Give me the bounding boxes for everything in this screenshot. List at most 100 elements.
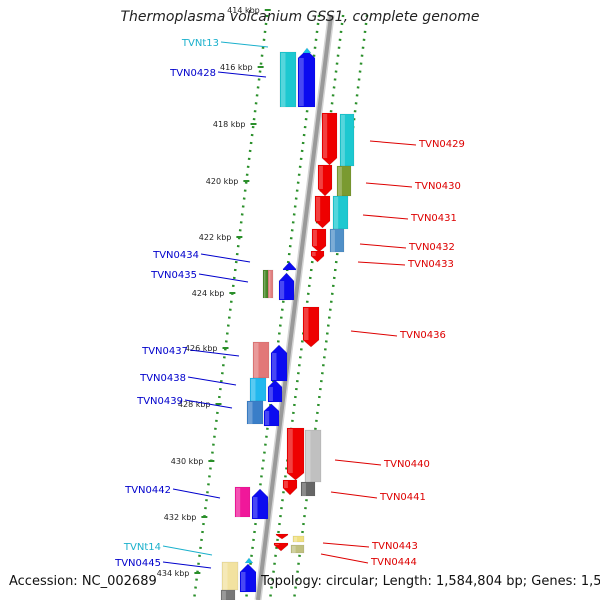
gene-block-cream-highlight bbox=[223, 563, 228, 590]
gene-tvn0439-label: TVN0439 bbox=[136, 396, 183, 407]
gene-tvn0437-leader bbox=[189, 349, 240, 357]
gene-block-silver bbox=[304, 429, 322, 483]
gene-arrow-red-small bbox=[282, 479, 298, 496]
gene-arrow-blue-highlight bbox=[269, 387, 273, 401]
gene-block-steel bbox=[329, 228, 345, 253]
gene-arrow-blue bbox=[278, 272, 295, 301]
genome-title: Thermoplasma volcanium GSS1, complete ge… bbox=[120, 9, 480, 25]
gene-block-cyan bbox=[279, 51, 297, 108]
gene-block-pink-highlight bbox=[269, 271, 271, 298]
gene-block-dark-highlight bbox=[302, 483, 306, 496]
kbp-tick-label: 414 kbp bbox=[227, 6, 260, 15]
gene-arrow-red-small-highlight bbox=[312, 252, 316, 256]
gene-arrow-blue bbox=[239, 563, 257, 593]
gene-arrow-red bbox=[286, 427, 305, 481]
gene-arrow-blue-highlight bbox=[253, 497, 258, 518]
gene-tvn0437-label: TVN0437 bbox=[141, 346, 188, 357]
gene-block-sky bbox=[249, 377, 267, 402]
gene-tvn0444-label: TVN0444 bbox=[370, 557, 417, 568]
gene-arrow-red-tiny-highlight bbox=[275, 544, 279, 545]
gene-arrow-blue-highlight bbox=[241, 572, 246, 591]
gene-tvn0435-label: TVN0435 bbox=[150, 270, 197, 281]
label-leader-lines bbox=[162, 41, 417, 569]
gene-arrow-blue-highlight bbox=[280, 281, 285, 299]
genome-backbone bbox=[254, 14, 335, 601]
gene-block-sky-highlight bbox=[251, 379, 256, 401]
gene-arrow-red bbox=[317, 164, 333, 197]
kbp-tick-label: 416 kbp bbox=[220, 63, 253, 72]
gene-block-salmon-highlight bbox=[254, 343, 259, 378]
gene-arrow-blue bbox=[251, 488, 269, 520]
gene-tvn0440-leader bbox=[334, 459, 382, 466]
kbp-ticks: 414 kbp 416 kbp 418 kbp 420 kbp 422 kbp 424 k… bbox=[157, 6, 271, 578]
gene-block-magenta bbox=[234, 486, 251, 518]
topology-text: Topology: circular; Length: 1,584,804 bp… bbox=[261, 574, 600, 589]
gene-tvn0445-leader bbox=[162, 561, 212, 569]
gene-arrow-red-highlight bbox=[316, 197, 321, 221]
gene-block-khaki-highlight bbox=[292, 546, 296, 553]
gene-block-khaki bbox=[290, 544, 305, 554]
gene-tvn0442-leader bbox=[172, 488, 221, 499]
accession-text: Accession: NC_002689 bbox=[9, 574, 157, 589]
gene-arrow-blue bbox=[267, 379, 283, 403]
gene-tvn0431-label: TVN0431 bbox=[410, 213, 457, 224]
gene-block-cyan-highlight bbox=[281, 53, 286, 107]
gene-arrow-blue-highlight bbox=[272, 353, 277, 380]
gene-block-green-highlight bbox=[264, 271, 266, 298]
kbp-tick-label: 420 kbp bbox=[206, 177, 239, 186]
gene-arrow-blue-small bbox=[282, 261, 297, 271]
gene-arrow-red bbox=[311, 228, 327, 253]
gene-features bbox=[220, 47, 355, 601]
kbp-tick-label: 430 kbp bbox=[171, 457, 204, 466]
gene-arrow-red bbox=[321, 112, 338, 166]
gene-tvn0443-leader bbox=[322, 542, 370, 548]
gene-tvnt13-label: TVNt13 bbox=[181, 38, 219, 49]
gene-tvn0445-label: TVN0445 bbox=[114, 558, 161, 569]
gene-block-steel-highlight bbox=[331, 230, 335, 252]
kbp-tick-label: 428 kbp bbox=[178, 400, 211, 409]
gene-tvn0433-leader bbox=[357, 261, 406, 266]
gene-tvn0441-label: TVN0441 bbox=[379, 492, 426, 503]
gene-block-salmon bbox=[252, 341, 270, 379]
gene-tvnt14-leader bbox=[162, 545, 213, 556]
gene-block-green bbox=[262, 269, 269, 299]
gene-block-cyan bbox=[332, 195, 349, 230]
gene-tvn0431-leader bbox=[362, 214, 409, 220]
gene-tvn0436-leader bbox=[350, 330, 398, 337]
gene-block-olive bbox=[336, 165, 352, 197]
gene-block-silver-highlight bbox=[306, 431, 311, 482]
gene-block-cream bbox=[221, 561, 239, 591]
gene-block-cyan bbox=[339, 113, 355, 167]
kbp-tick-label: 426 kbp bbox=[185, 344, 218, 353]
gene-arrow-red-small-highlight bbox=[284, 481, 288, 488]
gene-arrow-blue-highlight bbox=[265, 411, 270, 425]
kbp-tick-label: 422 kbp bbox=[199, 233, 232, 242]
gene-tvn0430-leader bbox=[365, 182, 413, 188]
gene-arrow-red-highlight bbox=[288, 429, 293, 473]
gene-rna-marker bbox=[302, 47, 312, 54]
gene-tvn0432-leader bbox=[359, 243, 407, 249]
gene-block-yellow-highlight bbox=[294, 537, 298, 542]
gene-tvn0434-label: TVN0434 bbox=[152, 250, 199, 261]
kbp-tick-label: 424 kbp bbox=[192, 289, 225, 298]
gene-arrow-red-highlight bbox=[319, 166, 323, 189]
gene-tvn0443-label: TVN0443 bbox=[371, 541, 418, 552]
gene-tvn0444-leader bbox=[320, 553, 369, 564]
gene-block-magenta-highlight bbox=[236, 488, 241, 517]
kbp-tick-label: 432 kbp bbox=[164, 513, 197, 522]
gene-tvn0439-leader bbox=[184, 399, 233, 409]
gene-block-cyan-highlight bbox=[341, 115, 345, 166]
gene-block-pink bbox=[267, 269, 274, 299]
gene-tvnt14-label: TVNt14 bbox=[123, 542, 161, 553]
gene-arrow-red bbox=[314, 195, 331, 229]
gene-tvn0441-leader bbox=[330, 491, 378, 499]
gene-block-cyan-highlight bbox=[334, 197, 339, 229]
gene-tvn0433-label: TVN0433 bbox=[407, 259, 454, 270]
backbone-line bbox=[256, 14, 334, 601]
gene-tvn0435-leader bbox=[198, 273, 249, 283]
gene-tvn0429-label: TVN0429 bbox=[418, 139, 465, 150]
gene-arrow-red-highlight bbox=[323, 114, 328, 158]
gene-arrow-blue-highlight bbox=[299, 58, 304, 106]
